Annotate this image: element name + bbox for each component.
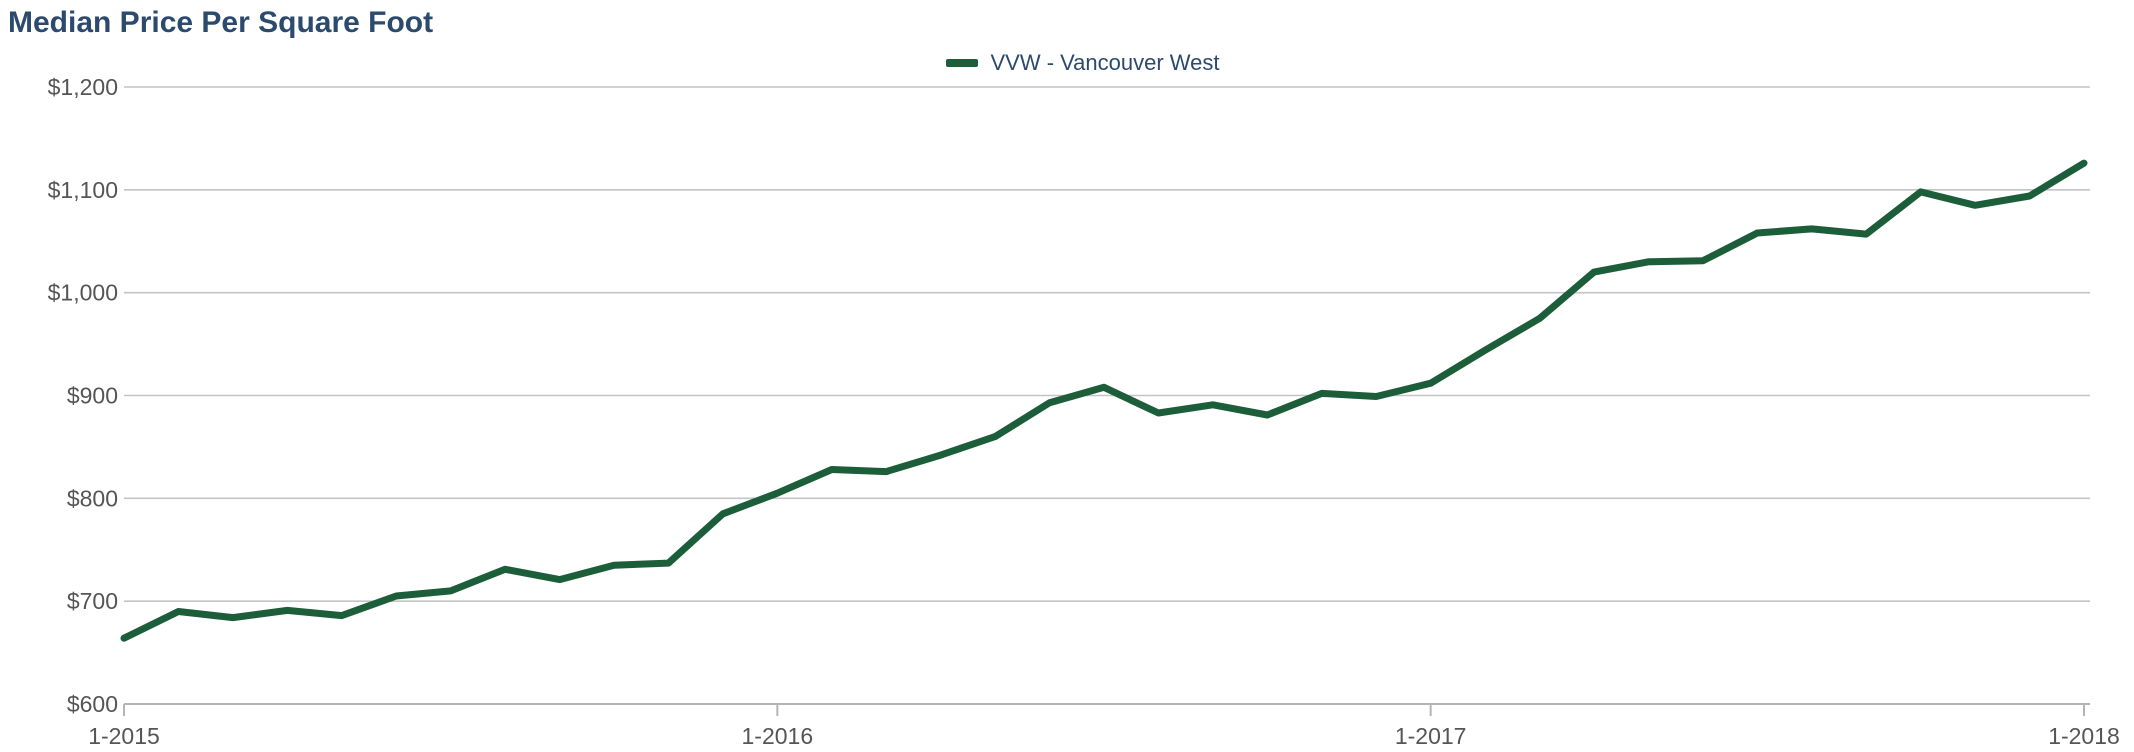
x-tick-label: 1-2016: [742, 723, 814, 749]
data-point[interactable]: [281, 604, 293, 616]
y-tick-label: $800: [67, 485, 118, 511]
data-point[interactable]: [1697, 255, 1709, 267]
data-point[interactable]: [499, 563, 511, 575]
y-tick-label: $1,200: [48, 74, 118, 100]
x-tick-label: 1-2018: [2048, 723, 2120, 749]
data-point[interactable]: [1588, 266, 1600, 278]
data-point[interactable]: [1261, 409, 1273, 421]
data-point[interactable]: [989, 431, 1001, 443]
data-point[interactable]: [227, 612, 239, 624]
data-point[interactable]: [2024, 190, 2036, 202]
data-point[interactable]: [554, 574, 566, 586]
chart-title: Median Price Per Square Foot: [8, 6, 434, 39]
y-tick-label: $900: [67, 383, 118, 409]
data-point[interactable]: [1915, 186, 1927, 198]
data-point[interactable]: [445, 585, 457, 597]
data-point[interactable]: [1425, 377, 1437, 389]
data-point[interactable]: [1098, 381, 1110, 393]
data-point[interactable]: [935, 449, 947, 461]
data-point[interactable]: [880, 466, 892, 478]
data-point[interactable]: [172, 605, 184, 617]
y-tick-label: $1,100: [48, 177, 118, 203]
series-line-vvw[interactable]: [120, 159, 2088, 642]
data-point[interactable]: [1806, 223, 1818, 235]
data-point[interactable]: [118, 632, 130, 644]
data-point[interactable]: [2078, 157, 2090, 169]
data-point[interactable]: [1152, 407, 1164, 419]
data-point[interactable]: [771, 487, 783, 499]
data-point[interactable]: [1479, 344, 1491, 356]
y-tick-label: $600: [67, 691, 118, 717]
data-point[interactable]: [662, 557, 674, 569]
y-tick-label: $700: [67, 588, 118, 614]
data-point[interactable]: [1751, 227, 1763, 239]
data-point[interactable]: [1370, 391, 1382, 403]
legend-label: VVW - Vancouver West: [990, 50, 1220, 75]
data-point[interactable]: [1316, 387, 1328, 399]
x-tick-label: 1-2017: [1395, 723, 1467, 749]
data-point[interactable]: [336, 610, 348, 622]
data-point[interactable]: [1860, 228, 1872, 240]
data-point[interactable]: [1534, 312, 1546, 324]
data-point[interactable]: [1642, 256, 1654, 268]
chart-legend: VVW - Vancouver West: [0, 50, 2134, 76]
data-point[interactable]: [608, 559, 620, 571]
data-point[interactable]: [1044, 397, 1056, 409]
data-point[interactable]: [826, 464, 838, 476]
y-tick-label: $1,000: [48, 280, 118, 306]
x-tick-label: 1-2015: [88, 723, 160, 749]
legend-item-vvw[interactable]: VVW - Vancouver West: [946, 50, 1220, 76]
data-point[interactable]: [390, 590, 402, 602]
data-point[interactable]: [1969, 199, 1981, 211]
data-point[interactable]: [717, 508, 729, 520]
data-point[interactable]: [1207, 399, 1219, 411]
legend-swatch: [946, 59, 979, 67]
